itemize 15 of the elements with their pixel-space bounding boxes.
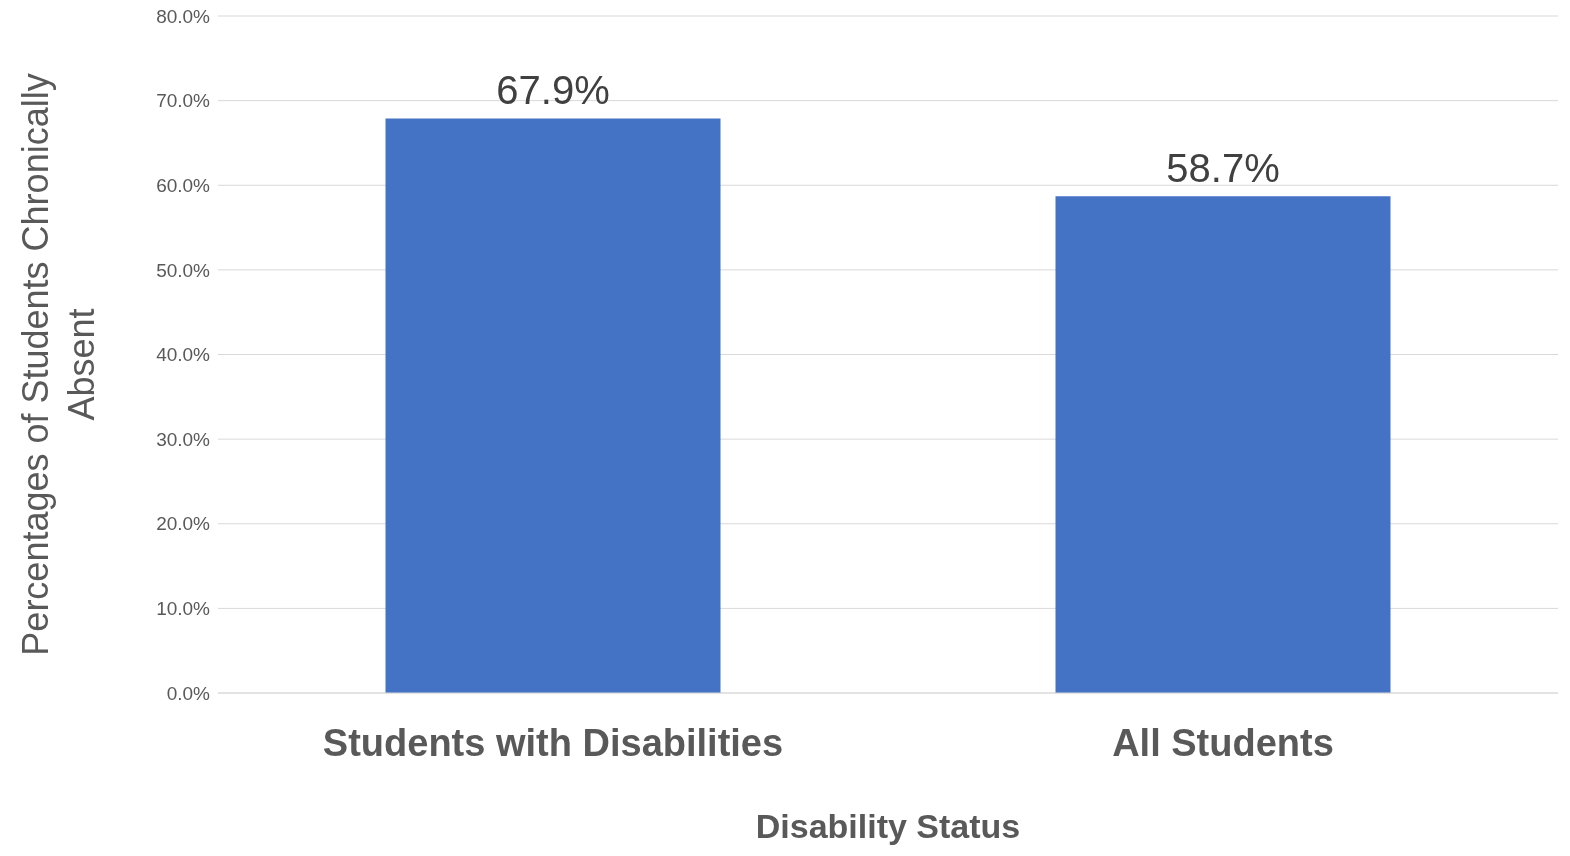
y-tick-label: 30.0% [156,428,211,450]
y-axis-title: Percentages of Students Chronically Absent [15,73,102,656]
y-tick-label: 60.0% [156,174,211,196]
y-tick-label: 50.0% [156,259,211,281]
x-tick-label: Students with Disabilities [322,721,784,764]
y-tick-label: 70.0% [156,90,211,112]
data-label: 58.7% [1166,146,1280,191]
x-axis-title: Disability Status [755,807,1021,845]
x-tick-label: All Students [1112,721,1334,764]
y-tick-label: 10.0% [156,598,211,620]
y-tick-label: 0.0% [166,682,211,704]
y-tick-label: 20.0% [156,513,211,535]
y-tick-label: 40.0% [156,344,211,366]
y-tick-label: 80.0% [156,5,211,27]
data-label: 67.9% [496,68,610,113]
